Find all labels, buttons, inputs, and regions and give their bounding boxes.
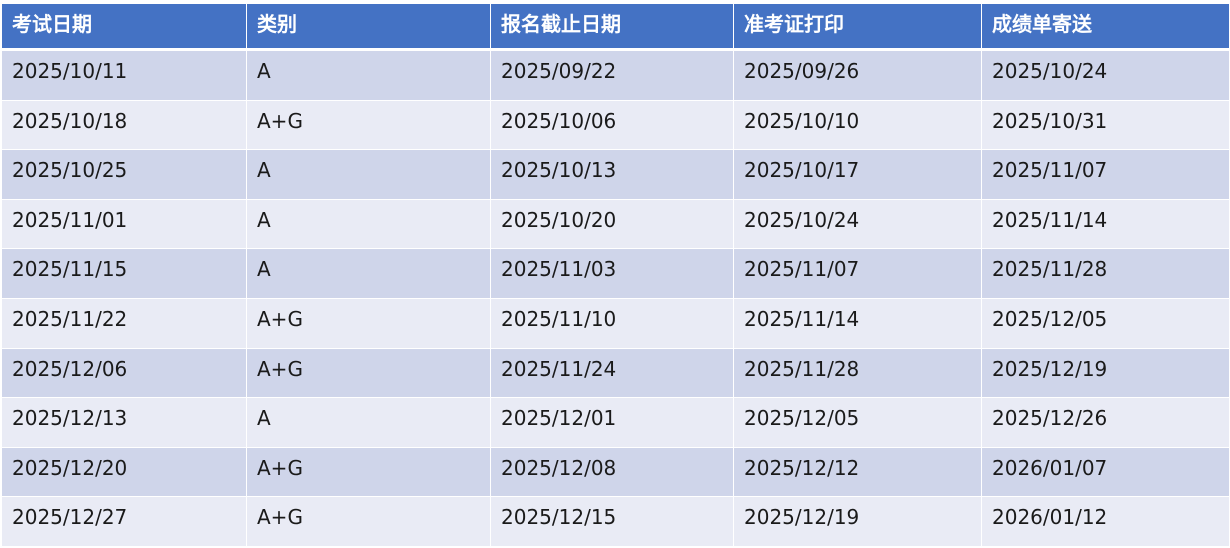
table-row: 2025/12/13 A 2025/12/01 2025/12/05 2025/12/2…: [1, 397, 1230, 448]
table-row: 2025/11/01 A 2025/10/20 2025/10/24 2025/11/1…: [1, 198, 1230, 250]
cell-exam-date: 2025/11/01: [1, 198, 247, 250]
header-row: 考试日期 类别 报名截止日期 准考证打印 成绩单寄送: [1, 3, 1230, 51]
cell-admission-ticket-print: 2025/12/05: [733, 397, 982, 448]
cell-admission-ticket-print: 2025/12/19: [733, 496, 982, 547]
column-header-admission-ticket-print: 准考证打印: [733, 3, 982, 51]
cell-registration-deadline: 2025/12/01: [490, 397, 734, 448]
cell-exam-date: 2025/12/13: [1, 397, 247, 448]
cell-admission-ticket-print: 2025/10/17: [733, 149, 982, 200]
table-row: 2025/11/22 A+G 2025/11/10 2025/11/14 2025/12…: [1, 297, 1230, 349]
cell-exam-date: 2025/12/27: [1, 496, 247, 547]
cell-admission-ticket-print: 2025/11/14: [733, 297, 982, 349]
column-header-category: 类别: [246, 3, 491, 51]
cell-exam-date: 2025/12/20: [1, 446, 247, 498]
cell-transcript-mailing: 2025/12/05: [981, 297, 1230, 349]
cell-transcript-mailing: 2025/12/19: [981, 347, 1230, 399]
cell-registration-deadline: 2025/10/20: [490, 198, 734, 250]
exam-schedule-table: 考试日期 类别 报名截止日期 准考证打印 成绩单寄送 2025/10/11 A 2025/0…: [1, 3, 1230, 547]
cell-admission-ticket-print: 2025/11/07: [733, 248, 982, 299]
column-header-registration-deadline: 报名截止日期: [490, 3, 734, 51]
cell-transcript-mailing: 2025/11/28: [981, 248, 1230, 299]
column-header-exam-date: 考试日期: [1, 3, 247, 51]
cell-exam-date: 2025/10/11: [1, 49, 247, 101]
cell-category: A: [246, 49, 491, 101]
column-header-transcript-mailing: 成绩单寄送: [981, 3, 1230, 51]
cell-exam-date: 2025/10/25: [1, 149, 247, 200]
cell-transcript-mailing: 2025/11/07: [981, 149, 1230, 200]
table-row: 2025/10/11 A 2025/09/22 2025/09/26 2025/10/2…: [1, 49, 1230, 101]
cell-exam-date: 2025/11/22: [1, 297, 247, 349]
table-row: 2025/12/20 A+G 2025/12/08 2025/12/12 2026/01…: [1, 446, 1230, 498]
cell-transcript-mailing: 2025/11/14: [981, 198, 1230, 250]
cell-registration-deadline: 2025/12/08: [490, 446, 734, 498]
cell-admission-ticket-print: 2025/11/28: [733, 347, 982, 399]
cell-category: A+G: [246, 347, 491, 399]
cell-category: A+G: [246, 496, 491, 547]
cell-admission-ticket-print: 2025/10/24: [733, 198, 982, 250]
cell-category: A+G: [246, 297, 491, 349]
cell-category: A: [246, 248, 491, 299]
cell-registration-deadline: 2025/11/10: [490, 297, 734, 349]
table-row: 2025/10/25 A 2025/10/13 2025/10/17 2025/11/0…: [1, 149, 1230, 200]
cell-registration-deadline: 2025/09/22: [490, 49, 734, 101]
cell-registration-deadline: 2025/10/13: [490, 149, 734, 200]
cell-category: A: [246, 397, 491, 448]
cell-transcript-mailing: 2026/01/07: [981, 446, 1230, 498]
cell-registration-deadline: 2025/11/24: [490, 347, 734, 399]
cell-transcript-mailing: 2025/12/26: [981, 397, 1230, 448]
cell-admission-ticket-print: 2025/10/10: [733, 99, 982, 151]
table-row: 2025/10/18 A+G 2025/10/06 2025/10/10 2025/10…: [1, 99, 1230, 151]
cell-transcript-mailing: 2025/10/24: [981, 49, 1230, 101]
cell-registration-deadline: 2025/12/15: [490, 496, 734, 547]
table-row: 2025/11/15 A 2025/11/03 2025/11/07 2025/11/2…: [1, 248, 1230, 299]
table-row: 2025/12/06 A+G 2025/11/24 2025/11/28 2025/12…: [1, 347, 1230, 399]
cell-registration-deadline: 2025/10/06: [490, 99, 734, 151]
cell-exam-date: 2025/11/15: [1, 248, 247, 299]
cell-admission-ticket-print: 2025/12/12: [733, 446, 982, 498]
cell-transcript-mailing: 2025/10/31: [981, 99, 1230, 151]
cell-exam-date: 2025/10/18: [1, 99, 247, 151]
cell-exam-date: 2025/12/06: [1, 347, 247, 399]
cell-admission-ticket-print: 2025/09/26: [733, 49, 982, 101]
cell-registration-deadline: 2025/11/03: [490, 248, 734, 299]
cell-category: A: [246, 149, 491, 200]
cell-transcript-mailing: 2026/01/12: [981, 496, 1230, 547]
cell-category: A: [246, 198, 491, 250]
cell-category: A+G: [246, 446, 491, 498]
cell-category: A+G: [246, 99, 491, 151]
table-row: 2025/12/27 A+G 2025/12/15 2025/12/19 2026/01…: [1, 496, 1230, 547]
